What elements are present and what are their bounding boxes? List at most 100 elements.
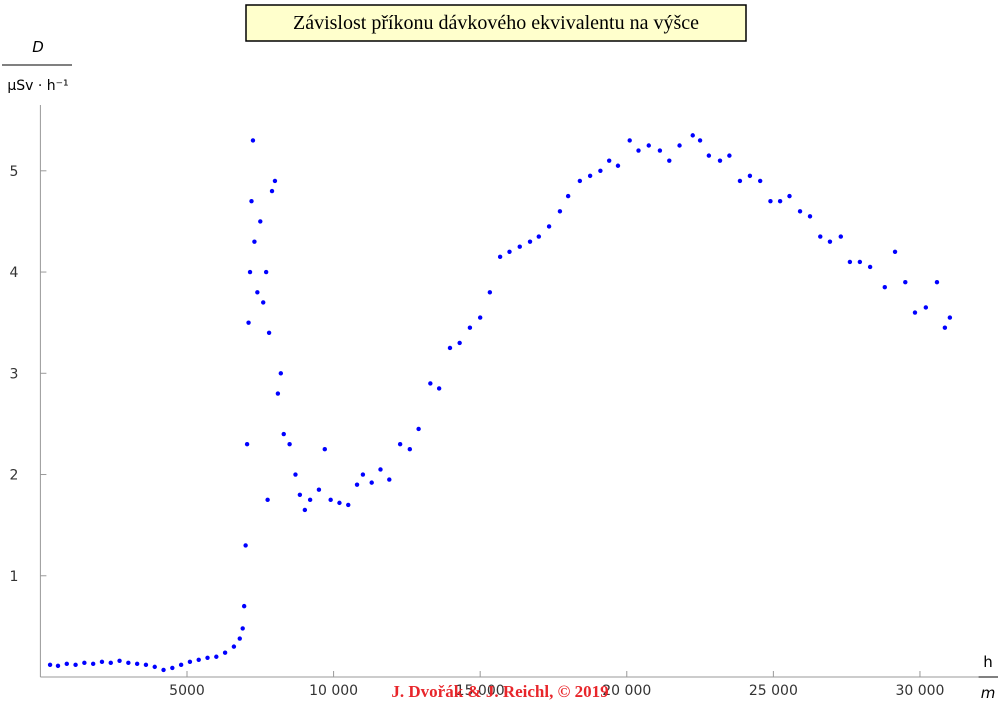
data-point [787,193,792,199]
data-point [428,381,433,386]
data-point [447,345,453,351]
data-point [818,234,823,239]
data-point [237,636,242,641]
data-point [263,269,269,275]
x-tick-label: 10 000 [309,683,358,699]
data-point [923,305,929,310]
data-point [287,441,292,447]
data-point [231,644,237,649]
data-point [827,239,833,244]
data-point [527,239,533,244]
x-tick-label: 20 000 [602,683,651,699]
data-point [369,480,374,485]
data-point [293,472,298,477]
y-label-numerator: D [32,38,44,56]
data-point [847,259,853,265]
y-tick-label: 3 [9,366,18,382]
data-point [387,477,392,482]
data-point [667,158,672,163]
data-point [657,148,663,153]
data-point [278,371,284,376]
data-point [942,325,948,330]
data-point [727,153,732,158]
data-point [240,626,245,631]
data-point [587,173,593,179]
watermark: J. Dvořák & J. Reichl, © 2019 [391,682,608,701]
data-point [677,143,682,148]
y-label-denominator: μSv · h⁻¹ [7,78,68,94]
title-box [245,4,747,42]
data-point [258,219,263,224]
data-point [108,660,113,666]
data-point [222,650,228,655]
data-point [250,138,256,143]
data-point [143,662,149,668]
data-point [636,148,641,153]
data-point [598,168,603,174]
data-point [161,667,166,673]
data-point [246,320,251,325]
x-tick-label: 25 000 [749,683,798,699]
x-tick-label: 15 000 [456,683,505,699]
data-point [297,492,303,497]
data-point [606,158,612,163]
data-point [867,264,873,270]
data-point [737,178,743,184]
data-point [934,279,940,285]
data-point [690,133,695,138]
data-point [170,665,175,671]
chart-title: Závislost příkonu dávkového ekvivalentu … [293,12,699,34]
data-point [126,660,131,666]
data-point [487,290,493,295]
data-point [272,178,278,184]
y-tick-label: 2 [9,468,18,484]
data-point [807,214,813,219]
data-point [407,447,413,452]
data-point [697,138,703,143]
data-point [316,487,322,492]
data-point [152,664,157,670]
data-point [346,502,351,508]
data-point [117,658,122,664]
data-point [73,662,78,668]
data-point [255,290,260,295]
data-point [416,426,421,432]
data-point [717,158,723,163]
data-point [507,249,512,254]
data-point [882,285,887,290]
data-point [536,234,542,239]
data-point [134,661,140,667]
data-point [477,315,483,320]
data-point [777,198,783,204]
data-point [360,472,366,477]
data-point [903,279,908,285]
data-point [615,163,621,168]
data-point [64,661,69,667]
data-point [557,209,563,214]
data-point [892,249,898,254]
data-point [47,662,53,668]
data-point [838,234,844,239]
data-point [275,391,281,396]
data-point [99,659,105,665]
data-point [857,259,863,265]
data-point [378,467,383,472]
data-point [302,507,308,513]
data-point [497,254,503,260]
data-point [82,660,87,666]
data-point [517,244,522,249]
data-point [261,300,266,305]
data-point [243,543,248,548]
data-point [947,315,953,320]
data-point [757,178,763,184]
data-point [768,198,773,204]
data-point [337,500,342,506]
data-point [244,441,250,447]
x-tick-label: 5000 [169,683,205,699]
data-point [457,340,462,346]
data-point [797,209,803,214]
y-tick-label: 4 [9,265,18,281]
y-tick-label: 5 [9,164,18,180]
data-point [322,447,327,452]
